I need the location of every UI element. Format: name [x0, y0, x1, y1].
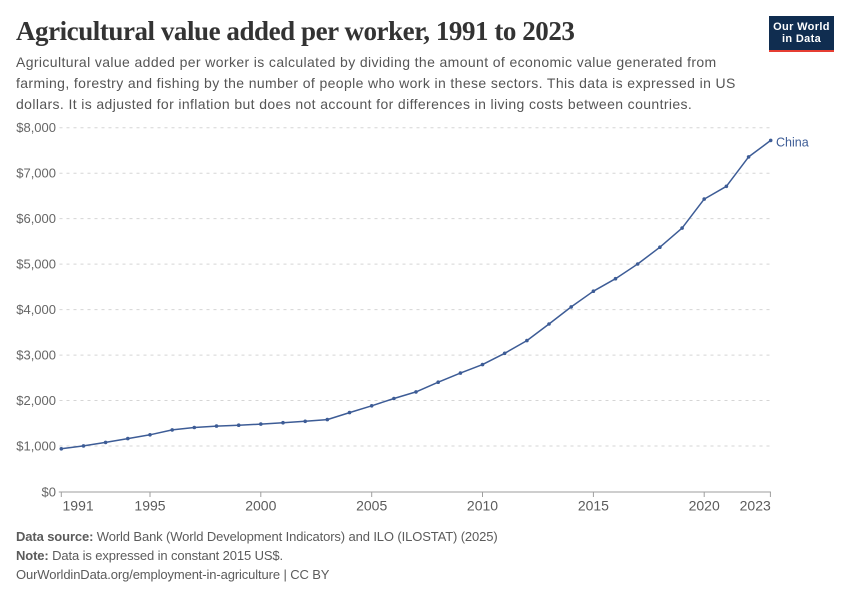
svg-text:China: China [776, 136, 809, 150]
svg-text:2000: 2000 [245, 498, 276, 514]
svg-text:2010: 2010 [467, 498, 498, 514]
svg-text:2005: 2005 [356, 498, 387, 514]
svg-text:2020: 2020 [689, 498, 720, 514]
svg-text:$2,000: $2,000 [16, 393, 56, 408]
svg-text:$6,000: $6,000 [16, 211, 56, 226]
svg-text:2023: 2023 [740, 498, 771, 514]
svg-text:1995: 1995 [134, 498, 165, 514]
svg-text:$4,000: $4,000 [16, 302, 56, 317]
svg-text:1991: 1991 [63, 498, 94, 514]
svg-text:$3,000: $3,000 [16, 348, 56, 363]
svg-text:2015: 2015 [578, 498, 609, 514]
svg-text:$0: $0 [42, 485, 56, 500]
svg-text:$5,000: $5,000 [16, 257, 56, 272]
svg-text:$8,000: $8,000 [16, 120, 56, 135]
svg-text:$7,000: $7,000 [16, 166, 56, 181]
svg-text:$1,000: $1,000 [16, 439, 56, 454]
